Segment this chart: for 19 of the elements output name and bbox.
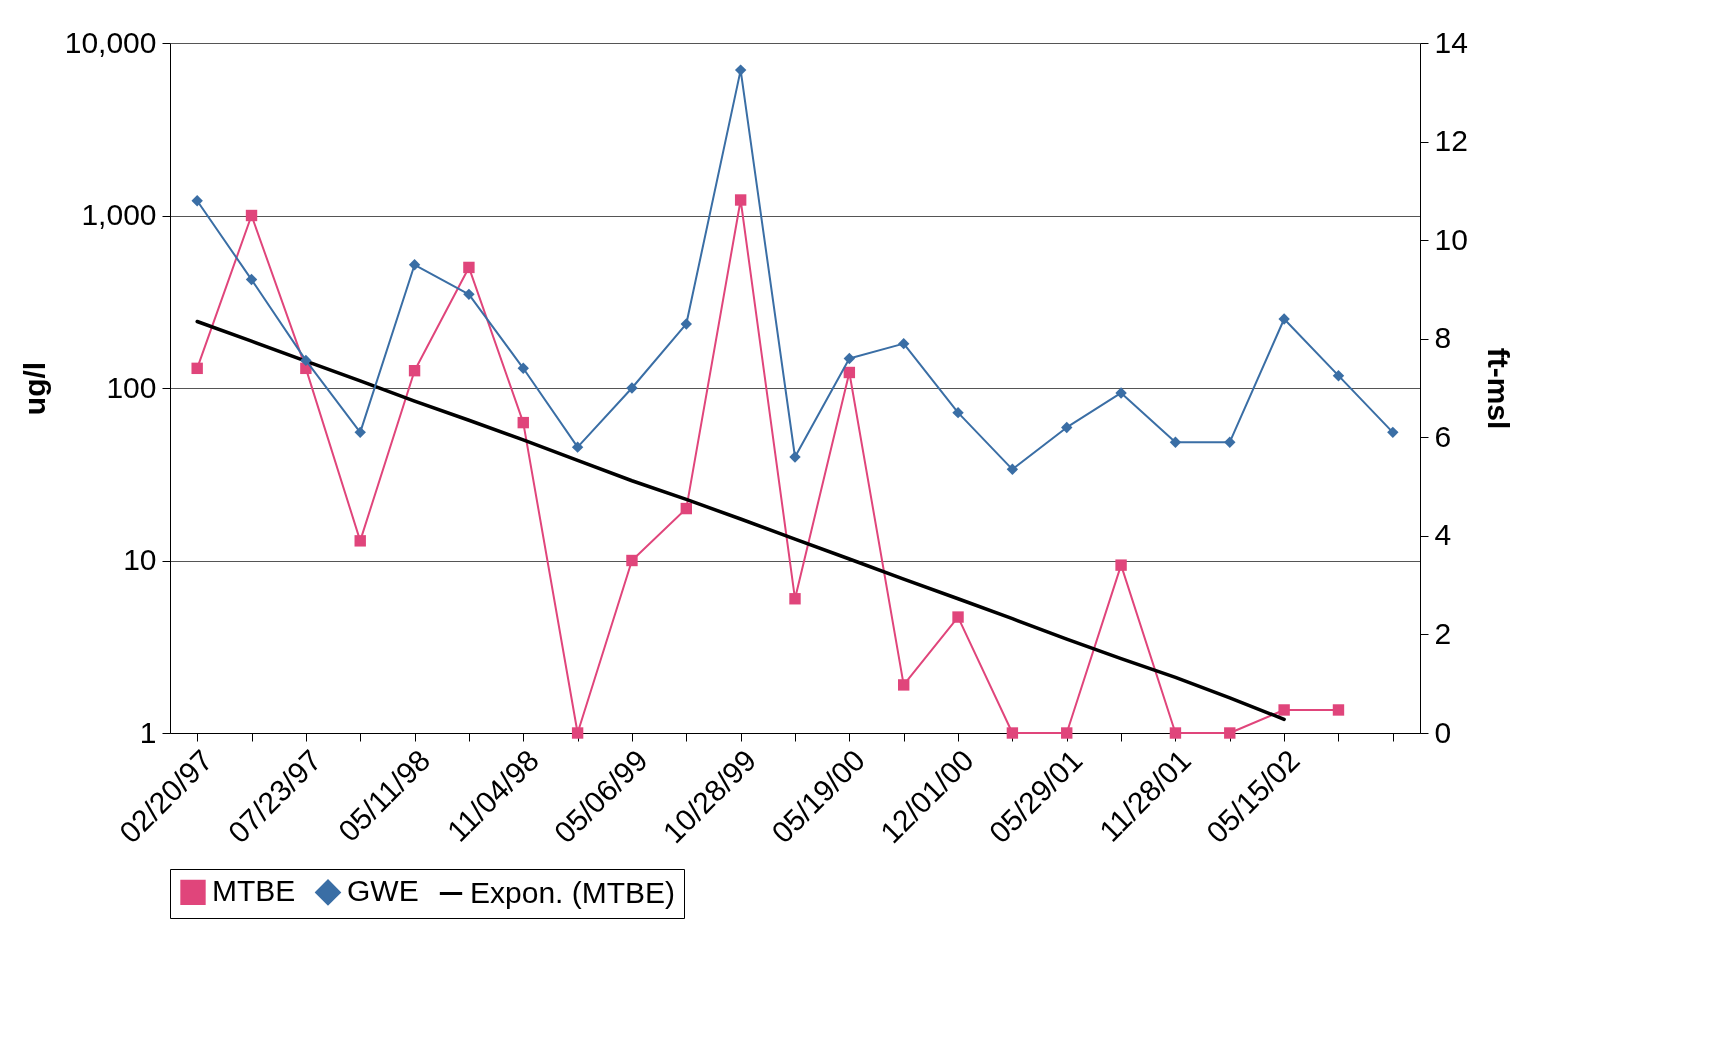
y-tick-label: 10: [123, 543, 157, 576]
y2-tick-label: 0: [1434, 715, 1452, 749]
y2-tick-label: 2: [1434, 616, 1452, 650]
legend-label: MTBE: [212, 874, 296, 908]
y-tick-label: 1: [139, 715, 157, 749]
y2-tick-label: 4: [1434, 518, 1452, 552]
y2-tick-label: 8: [1434, 321, 1452, 355]
legend-label: GWE: [347, 874, 419, 908]
y-tick-label: 100: [106, 370, 157, 404]
legend-label: Expon. (MTBE): [470, 875, 676, 909]
line-series: [195, 319, 1286, 722]
y2-tick-label: 12: [1434, 124, 1468, 158]
y2-tick-label: 10: [1434, 222, 1468, 256]
y-axis-title: ug/l: [17, 361, 51, 416]
y-tick-label: 10,000: [64, 25, 157, 59]
y2-axis-title: ft-msl: [1481, 347, 1515, 430]
y2-tick-label: 6: [1434, 419, 1452, 453]
y2-tick-label: 14: [1434, 25, 1468, 59]
y-tick-label: 1,000: [81, 198, 157, 231]
